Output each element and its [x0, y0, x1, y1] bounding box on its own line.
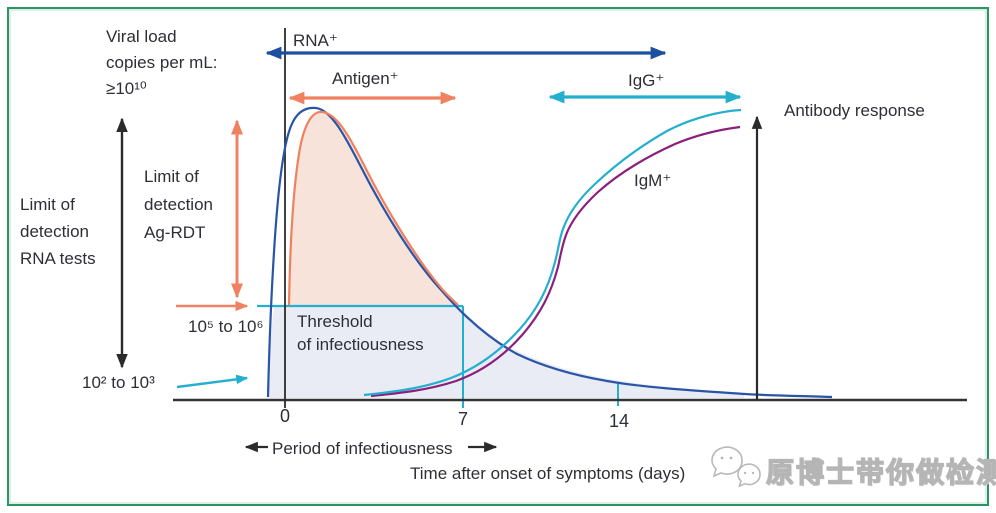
rna-positive-label: RNA⁺ [293, 31, 338, 50]
threshold-label: Threshold of infectiousness [297, 310, 424, 356]
period-of-infectiousness-label: Period of infectiousness [272, 439, 453, 458]
agrdt-limit-line2: detection [144, 195, 213, 214]
x-tick-14: 14 [608, 411, 630, 431]
threshold-label-line2: of infectiousness [297, 335, 424, 354]
agrdt-limit-line1: Limit of [144, 167, 199, 186]
igg-curve [363, 108, 742, 397]
antigen-positive-area [289, 111, 458, 305]
agrdt-limit-label: Limit of detection Ag-RDT [144, 163, 213, 247]
rna-limit-line3: RNA tests [20, 249, 96, 268]
threshold-value-label: 10⁵ to 10⁶ [188, 317, 264, 336]
y-axis-title-line1: Viral load [106, 27, 177, 46]
rna-limit-line2: detection [20, 222, 89, 241]
wechat-chat-bubbles-icon [711, 446, 761, 488]
igm-curve [370, 125, 741, 398]
igm-curve-label: IgM⁺ [634, 171, 672, 190]
watermark-text: 原博士带你做检测 [765, 456, 996, 488]
threshold-label-line1: Threshold [297, 312, 373, 331]
x-tick-0: 0 [279, 406, 290, 426]
y-axis-title-line3: ≥10¹⁰ [106, 79, 147, 98]
viral-load-curve [266, 106, 833, 399]
igg-positive-label: IgG⁺ [628, 71, 665, 90]
rna-limit-line1: Limit of [20, 195, 75, 214]
y-axis-title: Viral load copies per mL: ≥10¹⁰ [106, 24, 218, 102]
agrdt-limit-line3: Ag-RDT [144, 223, 206, 242]
rna-limit-label: Limit of detection RNA tests [20, 191, 96, 272]
antibody-response-label: Antibody response [784, 101, 925, 120]
x-axis-title: Time after onset of symptoms (days) [410, 464, 686, 483]
rna-lod-pointer-arrow [176, 374, 249, 389]
x-tick-7: 7 [457, 409, 468, 429]
rna-lod-value-label: 10² to 10³ [82, 373, 155, 392]
antigen-curve [287, 110, 459, 306]
antigen-positive-label: Antigen⁺ [332, 69, 399, 88]
y-axis-title-line2: copies per mL: [106, 53, 218, 72]
